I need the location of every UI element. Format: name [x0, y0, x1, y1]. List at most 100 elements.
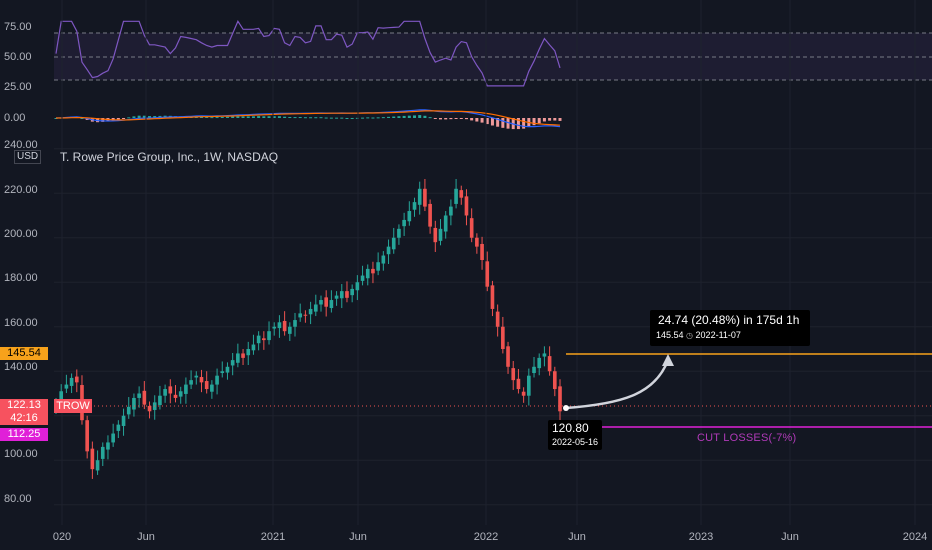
candle-body[interactable] [225, 366, 230, 373]
candle-body[interactable] [251, 344, 256, 351]
candle-body[interactable] [490, 285, 495, 309]
candle-body[interactable] [428, 203, 432, 227]
candle-body[interactable] [163, 389, 167, 396]
candle-body[interactable] [126, 406, 131, 415]
projection-arrow[interactable] [565, 359, 670, 410]
candle-body[interactable] [334, 295, 339, 299]
candle-body[interactable] [464, 196, 469, 216]
candle-body[interactable] [469, 218, 474, 238]
candle-body[interactable] [106, 442, 110, 450]
candle-body[interactable] [324, 297, 329, 307]
candle-body[interactable] [527, 375, 531, 396]
candle-body[interactable] [391, 237, 396, 250]
candle-body[interactable] [552, 371, 557, 390]
candle-body[interactable] [168, 386, 173, 394]
candle-body[interactable] [59, 391, 64, 403]
candle-body[interactable] [542, 353, 547, 357]
candle-body[interactable] [111, 433, 115, 443]
candle-body[interactable] [339, 291, 344, 299]
candle-body[interactable] [365, 268, 370, 279]
candle-body[interactable] [121, 415, 126, 426]
candle-body[interactable] [74, 376, 79, 383]
candle-body[interactable] [480, 243, 484, 260]
candle-body[interactable] [433, 227, 438, 243]
candle-body[interactable] [298, 313, 303, 318]
candle-body[interactable] [267, 331, 271, 341]
candle-body[interactable] [459, 190, 464, 198]
candle-body[interactable] [137, 393, 141, 398]
candle-body[interactable] [220, 371, 225, 374]
candle-body[interactable] [506, 346, 510, 367]
candle-body[interactable] [287, 326, 292, 334]
candle-body[interactable] [376, 262, 380, 271]
candle-body[interactable] [215, 375, 219, 385]
candle-body[interactable] [256, 335, 261, 344]
candle-body[interactable] [350, 288, 354, 296]
candle-body[interactable] [495, 311, 500, 327]
candle-body[interactable] [547, 356, 552, 372]
candle-body[interactable] [475, 237, 479, 247]
candle-body[interactable] [158, 395, 162, 406]
candle-body[interactable] [423, 188, 427, 207]
candle-body[interactable] [69, 377, 74, 386]
symbol-title[interactable]: T. Rowe Price Group, Inc., 1W, NASDAQ [60, 150, 279, 164]
candle-body[interactable] [293, 320, 297, 327]
candle-body[interactable] [449, 206, 453, 216]
candle-body[interactable] [443, 215, 448, 232]
candle-body[interactable] [178, 391, 183, 397]
candle-body[interactable] [236, 353, 240, 363]
candle-body[interactable] [262, 338, 266, 341]
candle-body[interactable] [204, 381, 209, 390]
candle-body[interactable] [381, 255, 386, 264]
candle-body[interactable] [95, 460, 100, 471]
candle-body[interactable] [329, 300, 334, 309]
candle-body[interactable] [454, 188, 458, 204]
candle-body[interactable] [100, 446, 105, 459]
candle-body[interactable] [485, 261, 490, 287]
candle-body[interactable] [402, 219, 406, 227]
measure-label-box[interactable]: 24.74 (20.48%) in 175d 1h 145.54 ◷ 2022-… [650, 310, 810, 346]
candle-body[interactable] [345, 291, 349, 298]
candle-body[interactable] [246, 348, 251, 356]
candle-body[interactable] [116, 424, 121, 431]
start-label-box[interactable]: 120.80 2022-05-16 [548, 420, 602, 450]
candle-body[interactable] [184, 384, 188, 394]
candle-body[interactable] [511, 368, 516, 381]
candle-body[interactable] [142, 390, 147, 405]
candle-body[interactable] [308, 308, 313, 315]
candle-body[interactable] [397, 228, 401, 238]
candle-body[interactable] [417, 188, 422, 205]
candle-body[interactable] [521, 391, 526, 396]
candle-body[interactable] [532, 366, 536, 374]
candle-body[interactable] [132, 397, 136, 410]
candle-body[interactable] [189, 380, 193, 385]
projection-start-point[interactable] [563, 405, 569, 411]
candle-body[interactable] [412, 202, 417, 210]
candle-body[interactable] [85, 420, 89, 452]
candle-body[interactable] [371, 268, 375, 274]
candle-body[interactable] [64, 384, 69, 389]
candle-body[interactable] [438, 228, 443, 241]
candle-body[interactable] [194, 375, 199, 378]
candle-body[interactable] [241, 353, 245, 358]
candle-body[interactable] [501, 326, 505, 349]
candle-body[interactable] [272, 326, 277, 329]
candle-body[interactable] [516, 378, 521, 390]
candle-body[interactable] [558, 386, 562, 412]
candle-body[interactable] [90, 448, 95, 470]
candle-body[interactable] [303, 314, 308, 316]
candle-body[interactable] [277, 322, 282, 329]
candle-body[interactable] [407, 211, 412, 222]
candle-body[interactable] [230, 360, 235, 366]
candle-body[interactable] [199, 377, 204, 383]
candle-body[interactable] [537, 357, 542, 369]
candle-body[interactable] [386, 246, 391, 255]
candle-body[interactable] [210, 384, 214, 392]
candle-body[interactable] [319, 300, 323, 305]
candle-body[interactable] [147, 405, 152, 412]
currency-badge[interactable]: USD [14, 150, 42, 164]
candle-body[interactable] [173, 394, 178, 398]
candle-body[interactable] [360, 275, 365, 281]
candle-body[interactable] [355, 282, 360, 291]
